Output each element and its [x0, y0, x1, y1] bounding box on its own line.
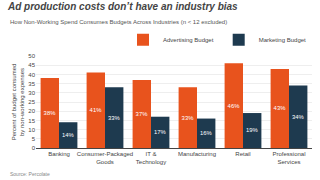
svg-text:16%: 16%: [200, 130, 212, 136]
svg-text:How Non-Working Spend Consumes: How Non-Working Spend Consumes Budgets A…: [10, 19, 227, 25]
svg-text:0: 0: [32, 145, 36, 151]
svg-text:14%: 14%: [62, 132, 74, 138]
svg-text:Source: Percolate: Source: Percolate: [10, 171, 50, 177]
svg-text:33%: 33%: [108, 115, 120, 121]
svg-text:Manufacturing: Manufacturing: [178, 151, 216, 157]
svg-text:Consumer-PackagedGoods: Consumer-PackagedGoods: [77, 151, 133, 165]
svg-text:Ad production costs don’t have: Ad production costs don’t have an indust…: [7, 1, 238, 12]
svg-text:30: 30: [28, 90, 35, 96]
svg-text:35: 35: [28, 81, 35, 87]
svg-text:17%: 17%: [154, 129, 166, 135]
svg-text:Advertising Budget: Advertising Budget: [163, 37, 214, 43]
svg-text:10: 10: [28, 127, 35, 133]
svg-text:25: 25: [28, 99, 35, 105]
svg-text:50: 50: [28, 53, 35, 59]
svg-text:15: 15: [28, 118, 35, 124]
svg-text:43%: 43%: [274, 105, 286, 111]
svg-text:37%: 37%: [136, 111, 148, 117]
svg-text:20: 20: [28, 108, 35, 114]
svg-text:46%: 46%: [228, 103, 240, 109]
svg-text:Banking: Banking: [48, 151, 70, 157]
svg-text:19%: 19%: [246, 127, 258, 133]
svg-text:IT &Technology: IT &Technology: [136, 151, 166, 165]
svg-text:ProfessionalServices: ProfessionalServices: [272, 151, 305, 165]
svg-text:45: 45: [28, 62, 35, 68]
svg-text:Percent of budget consumedby n: Percent of budget consumedby non-working…: [11, 64, 25, 141]
svg-text:38%: 38%: [44, 110, 56, 116]
svg-text:41%: 41%: [90, 107, 102, 113]
svg-text:Marketing Budget: Marketing Budget: [259, 37, 306, 43]
svg-text:33%: 33%: [182, 115, 194, 121]
svg-text:40: 40: [28, 72, 35, 78]
svg-text:Retail: Retail: [235, 151, 250, 157]
svg-text:5: 5: [32, 136, 36, 142]
svg-text:34%: 34%: [292, 114, 304, 120]
